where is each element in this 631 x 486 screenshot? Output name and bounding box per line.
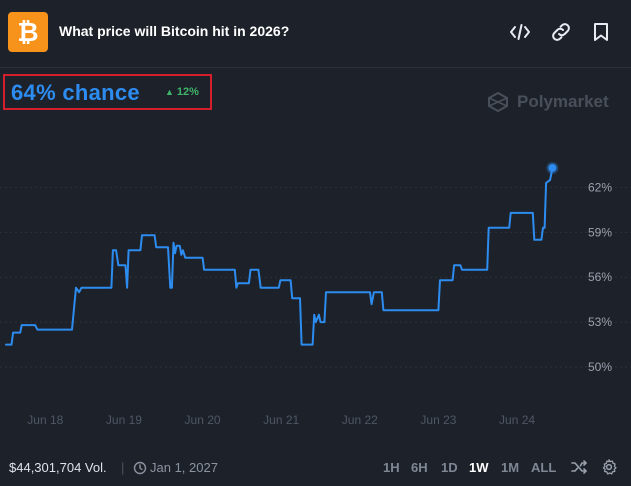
chance-summary: 64% chance ▲ 12% bbox=[3, 74, 212, 110]
bitcoin-logo-glyph: ₿ bbox=[17, 17, 39, 47]
market-header: ₿ What price will Bitcoin hit in 2026? bbox=[0, 0, 631, 66]
x-tick-label: Jun 23 bbox=[420, 413, 456, 427]
timeframe-6h[interactable]: 6H bbox=[411, 460, 428, 475]
timeframe-1h[interactable]: 1H bbox=[383, 460, 400, 475]
y-tick-label: 56% bbox=[588, 270, 612, 284]
price-chart[interactable]: 62% 59% 56% 53% 50% Jun 18 Jun 19 Jun 20 Jun 21… bbox=[0, 130, 631, 430]
market-title: What price will Bitcoin hit in 2026? bbox=[59, 23, 290, 39]
polymarket-logo-icon bbox=[488, 92, 508, 112]
triangle-up-icon: ▲ bbox=[165, 87, 174, 97]
chance-delta-value: 12% bbox=[176, 86, 199, 98]
timeframe-all[interactable]: ALL bbox=[531, 460, 557, 475]
settings-gear-icon[interactable] bbox=[600, 458, 618, 476]
x-axis-ticks: Jun 18 Jun 19 Jun 20 Jun 21 Jun 22 Jun 23 Jun … bbox=[27, 413, 535, 427]
y-tick-label: 59% bbox=[588, 225, 612, 239]
footer-separator: | bbox=[121, 460, 125, 475]
timeframe-1m[interactable]: 1M bbox=[501, 460, 520, 475]
shuffle-icon[interactable] bbox=[570, 458, 588, 476]
chance-delta-badge: ▲ 12% bbox=[165, 86, 199, 98]
polymarket-wordmark: Polymarket bbox=[517, 92, 609, 111]
bookmark-icon bbox=[594, 23, 608, 41]
clock-icon bbox=[133, 461, 147, 475]
x-tick-label: Jun 24 bbox=[499, 413, 535, 427]
chart-series bbox=[5, 161, 559, 346]
x-tick-label: Jun 21 bbox=[263, 413, 299, 427]
volume-label: $44,301,704 Vol. bbox=[9, 460, 107, 475]
chart-grid bbox=[0, 186, 631, 368]
link-icon bbox=[552, 23, 570, 41]
copy-link-button[interactable] bbox=[549, 20, 573, 44]
market-footer: $44,301,704 Vol. | Jan 1, 2027 1H 6H 1D … bbox=[0, 450, 631, 486]
y-axis-ticks: 62% 59% 56% 53% 50% bbox=[588, 180, 612, 374]
x-tick-label: Jun 22 bbox=[342, 413, 378, 427]
x-tick-label: Jun 18 bbox=[27, 413, 63, 427]
bookmark-button[interactable] bbox=[589, 20, 613, 44]
bitcoin-logo: ₿ bbox=[8, 12, 48, 52]
timeframe-1d[interactable]: 1D bbox=[441, 460, 458, 475]
y-tick-label: 50% bbox=[588, 360, 612, 374]
latest-point-dot bbox=[548, 163, 557, 172]
embed-code-icon bbox=[510, 24, 530, 40]
embed-code-button[interactable] bbox=[508, 20, 532, 44]
header-divider bbox=[0, 67, 631, 68]
y-tick-label: 53% bbox=[588, 315, 612, 329]
series-line bbox=[5, 167, 554, 346]
timeframe-1w[interactable]: 1W bbox=[469, 460, 489, 475]
y-tick-label: 62% bbox=[588, 180, 612, 194]
x-tick-label: Jun 19 bbox=[106, 413, 142, 427]
x-tick-label: Jun 20 bbox=[185, 413, 221, 427]
chance-value: 64% chance bbox=[11, 80, 140, 105]
end-date: Jan 1, 2027 bbox=[150, 460, 218, 475]
